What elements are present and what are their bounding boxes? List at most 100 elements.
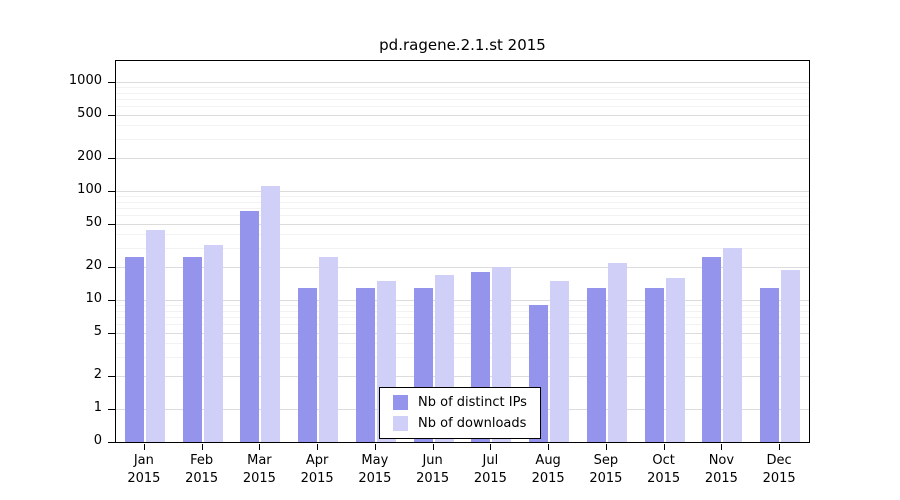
bar-distinct-ips-apr	[298, 287, 318, 442]
y-axis-tick-label: 2	[93, 367, 102, 383]
bar-downloads-jan	[145, 229, 165, 442]
x-axis-tick	[259, 444, 261, 450]
minor-gridline	[116, 343, 809, 345]
y-axis-tick-label: 5	[93, 323, 102, 339]
bar-distinct-ips-may	[355, 287, 375, 442]
x-label-month: Jul	[482, 453, 499, 468]
minor-gridline	[116, 304, 809, 306]
x-axis-tick	[432, 444, 434, 450]
y-axis-tick	[108, 376, 115, 378]
y-axis-tick	[108, 82, 115, 83]
x-label-month: Dec	[766, 453, 792, 468]
x-axis-tick-label: Jun 2015	[401, 452, 465, 487]
y-axis-tick-label: 1000	[68, 73, 102, 88]
legend-item-downloads: Nb of downloads	[393, 416, 527, 431]
x-axis-tick-label: Nov 2015	[689, 452, 753, 487]
x-label-month: Aug	[535, 453, 561, 468]
x-label-month: Mar	[247, 453, 272, 468]
major-gridline	[116, 332, 809, 334]
x-axis-tick	[143, 444, 145, 450]
x-label-month: Jan	[133, 453, 154, 468]
chart-title: pd.ragene.2.1.st 2015	[379, 36, 546, 54]
bar-downloads-aug	[550, 280, 570, 442]
x-axis-tick-label: May 2015	[343, 452, 407, 487]
bar-downloads-mar	[261, 186, 281, 442]
x-axis-tick	[201, 444, 203, 450]
minor-gridline	[116, 98, 809, 100]
bar-distinct-ips-jan	[124, 256, 144, 442]
x-label-year: 2015	[531, 470, 565, 486]
minor-gridline	[116, 247, 809, 249]
y-axis-tick	[108, 300, 115, 301]
x-axis-tick-label: Jan 2015	[112, 452, 176, 487]
y-axis-tick-label: 200	[77, 149, 102, 165]
y-axis-tick-label: 50	[85, 214, 102, 230]
minor-gridline	[116, 316, 809, 318]
minor-gridline	[116, 324, 809, 326]
plot-area	[115, 60, 810, 443]
y-axis-tick-label: 1	[93, 400, 102, 415]
major-gridline	[116, 267, 809, 269]
major-gridline	[116, 158, 809, 160]
minor-gridline	[116, 138, 809, 140]
y-axis-tick	[108, 267, 115, 269]
x-label-month: Feb	[190, 453, 214, 468]
y-axis-tick-label: 10	[85, 291, 102, 306]
x-axis-tick-label: Oct 2015	[632, 452, 696, 487]
bar-downloads-sep	[607, 262, 627, 442]
major-gridline	[116, 114, 809, 116]
x-label-year: 2015	[647, 470, 681, 486]
minor-gridline	[116, 201, 809, 203]
y-axis-tick-label: 0	[93, 433, 102, 448]
bar-distinct-ips-feb	[182, 256, 202, 442]
minor-gridline	[116, 215, 809, 217]
bar-distinct-ips-dec	[760, 287, 780, 442]
x-axis-tick	[721, 444, 723, 450]
legend-item-distinct-ips: Nb of distinct IPs	[393, 395, 527, 410]
minor-gridline	[116, 234, 809, 236]
x-label-month: Oct	[652, 453, 675, 468]
minor-gridline	[116, 356, 809, 358]
minor-gridline	[116, 195, 809, 197]
x-label-year: 2015	[473, 470, 507, 486]
bar-downloads-dec	[781, 269, 801, 442]
bar-downloads-apr	[319, 256, 339, 442]
bar-downloads-feb	[203, 244, 223, 442]
x-axis-tick	[605, 444, 607, 450]
x-label-month: Jun	[422, 453, 443, 468]
x-label-year: 2015	[127, 470, 161, 486]
x-axis-tick-label: Dec 2015	[747, 452, 811, 487]
y-axis-tick	[108, 442, 115, 443]
x-axis-tick-label: Jul 2015	[458, 452, 522, 487]
x-label-year: 2015	[300, 470, 334, 486]
minor-gridline	[116, 207, 809, 209]
x-axis-tick	[779, 444, 781, 450]
x-label-year: 2015	[704, 470, 738, 486]
minor-gridline	[116, 125, 809, 127]
bar-distinct-ips-nov	[702, 256, 722, 442]
x-label-year: 2015	[185, 470, 219, 486]
y-axis-tick-label: 500	[77, 105, 102, 121]
y-axis-tick-label: 20	[85, 258, 102, 274]
x-label-year: 2015	[358, 470, 392, 486]
x-label-month: Sep	[593, 453, 619, 468]
major-gridline	[116, 191, 809, 192]
y-axis-tick	[108, 223, 115, 225]
legend-swatch-downloads	[393, 416, 408, 431]
major-gridline	[116, 300, 809, 301]
legend-label-downloads: Nb of downloads	[418, 416, 527, 431]
x-axis-tick-label: Mar 2015	[227, 452, 291, 487]
minor-gridline	[116, 92, 809, 94]
x-label-month: Apr	[305, 453, 329, 468]
x-axis-tick-label: Aug 2015	[516, 452, 580, 487]
x-label-year: 2015	[242, 470, 276, 486]
x-axis-tick-label: Apr 2015	[285, 452, 349, 487]
x-label-year: 2015	[762, 470, 796, 486]
x-label-month: Nov	[708, 453, 735, 468]
legend-label-distinct-ips: Nb of distinct IPs	[418, 395, 527, 410]
bar-downloads-oct	[665, 277, 685, 442]
y-axis-tick	[108, 191, 115, 192]
bar-distinct-ips-mar	[240, 211, 260, 442]
bar-distinct-ips-sep	[586, 287, 606, 442]
